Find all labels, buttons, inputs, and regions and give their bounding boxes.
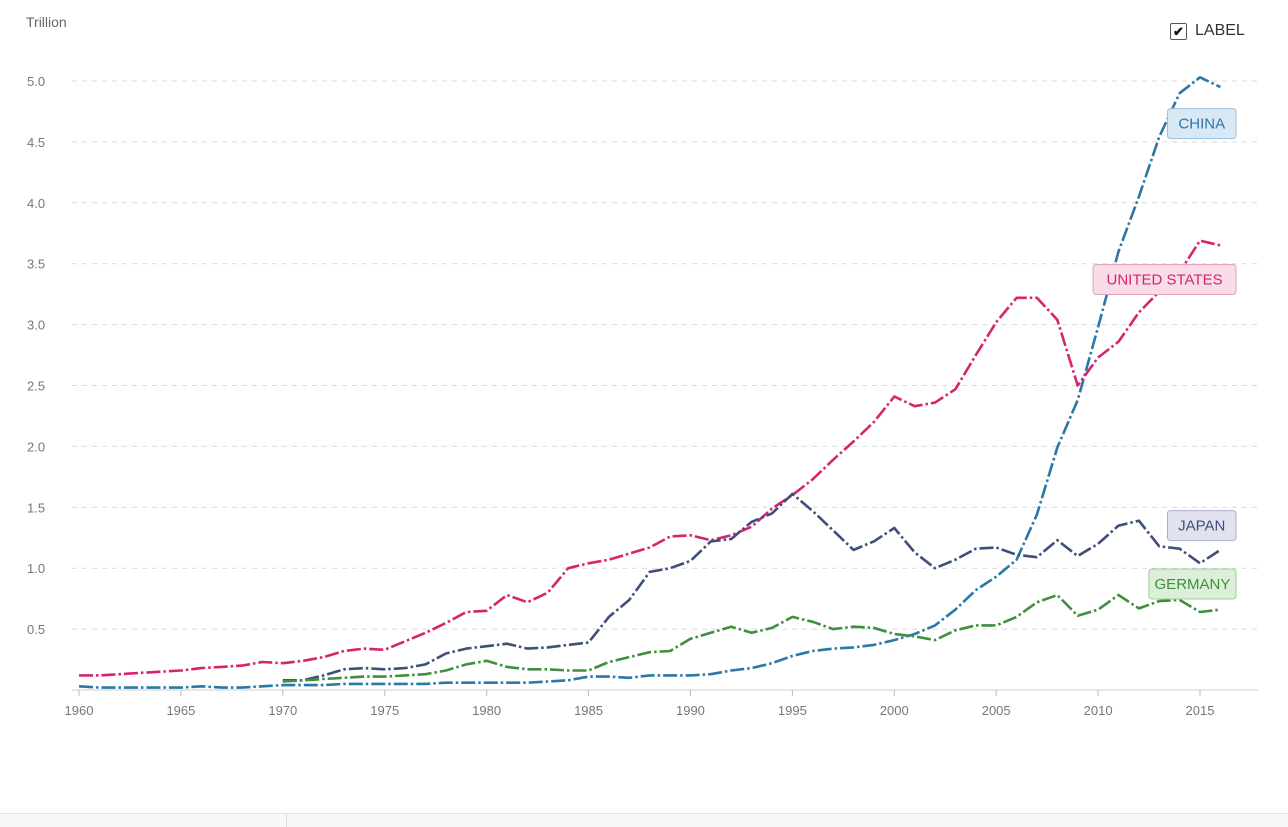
x-tick-label: 1990 <box>676 703 705 718</box>
series-label-japan: JAPAN <box>1167 510 1237 542</box>
label-toggle-text: LABEL <box>1195 22 1245 39</box>
x-tick-label: 1985 <box>574 703 603 718</box>
y-tick-label: 3.0 <box>27 318 45 333</box>
x-tick-label: 1975 <box>370 703 399 718</box>
series-line-germany[interactable] <box>282 593 1221 683</box>
footer-bar <box>0 814 1288 827</box>
x-tick-label: 2010 <box>1084 703 1113 718</box>
footer-column-divider <box>286 814 287 827</box>
series-labels: CHINA UNITED STATES JAPAN GERMANY <box>1092 108 1237 600</box>
series-label-germany: GERMANY <box>1148 568 1237 600</box>
y-tick-label: 3.5 <box>27 257 45 272</box>
x-tick-label: 2015 <box>1186 703 1215 718</box>
y-axis-unit-label: Trillion <box>26 14 67 30</box>
x-tick-label: 1980 <box>472 703 501 718</box>
series-label-box <box>1167 510 1237 542</box>
series-label-text: UNITED STATES <box>1106 272 1222 289</box>
x-tick-label: 1995 <box>778 703 807 718</box>
series-line-japan[interactable] <box>282 492 1222 682</box>
y-tick-label: 1.5 <box>27 500 45 515</box>
series-label-box <box>1167 108 1237 140</box>
y-tick-label: 2.5 <box>27 379 45 394</box>
x-tick-label: 2005 <box>982 703 1011 718</box>
y-tick-label: 4.0 <box>27 196 45 211</box>
x-tick-label: 1965 <box>166 703 195 718</box>
series-label-text: JAPAN <box>1178 518 1225 535</box>
y-tick-label: 2.0 <box>27 439 45 454</box>
series-label-text: GERMANY <box>1155 576 1231 593</box>
x-tick-label: 1970 <box>268 703 297 718</box>
footer-divider-line <box>0 813 1288 814</box>
y-tick-label: 1.0 <box>27 561 45 576</box>
series-label-china: CHINA <box>1167 108 1237 140</box>
series-label-box <box>1092 264 1237 296</box>
y-tick-label: 5.0 <box>27 74 45 89</box>
y-tick-label: 4.5 <box>27 135 45 150</box>
x-tick-label: 2000 <box>880 703 909 718</box>
x-tick-label: 1960 <box>65 703 94 718</box>
gridlines <box>72 80 1258 630</box>
series-line-china[interactable] <box>78 76 1221 689</box>
series-line-united-states[interactable] <box>79 239 1221 677</box>
series-label-box <box>1148 568 1237 600</box>
axes: 0.5 1.0 1.5 2.0 2.5 3.0 3.5 4.0 4.5 5.0 1960 1965 19… <box>27 74 1258 718</box>
label-checkbox[interactable]: ✔ <box>1170 22 1187 40</box>
series-label-united-states: UNITED STATES <box>1092 264 1237 296</box>
series-lines <box>78 76 1222 689</box>
y-tick-label: 0.5 <box>27 622 45 637</box>
series-label-text: CHINA <box>1178 116 1225 133</box>
label-toggle[interactable]: ✔ LABEL <box>1170 22 1245 40</box>
